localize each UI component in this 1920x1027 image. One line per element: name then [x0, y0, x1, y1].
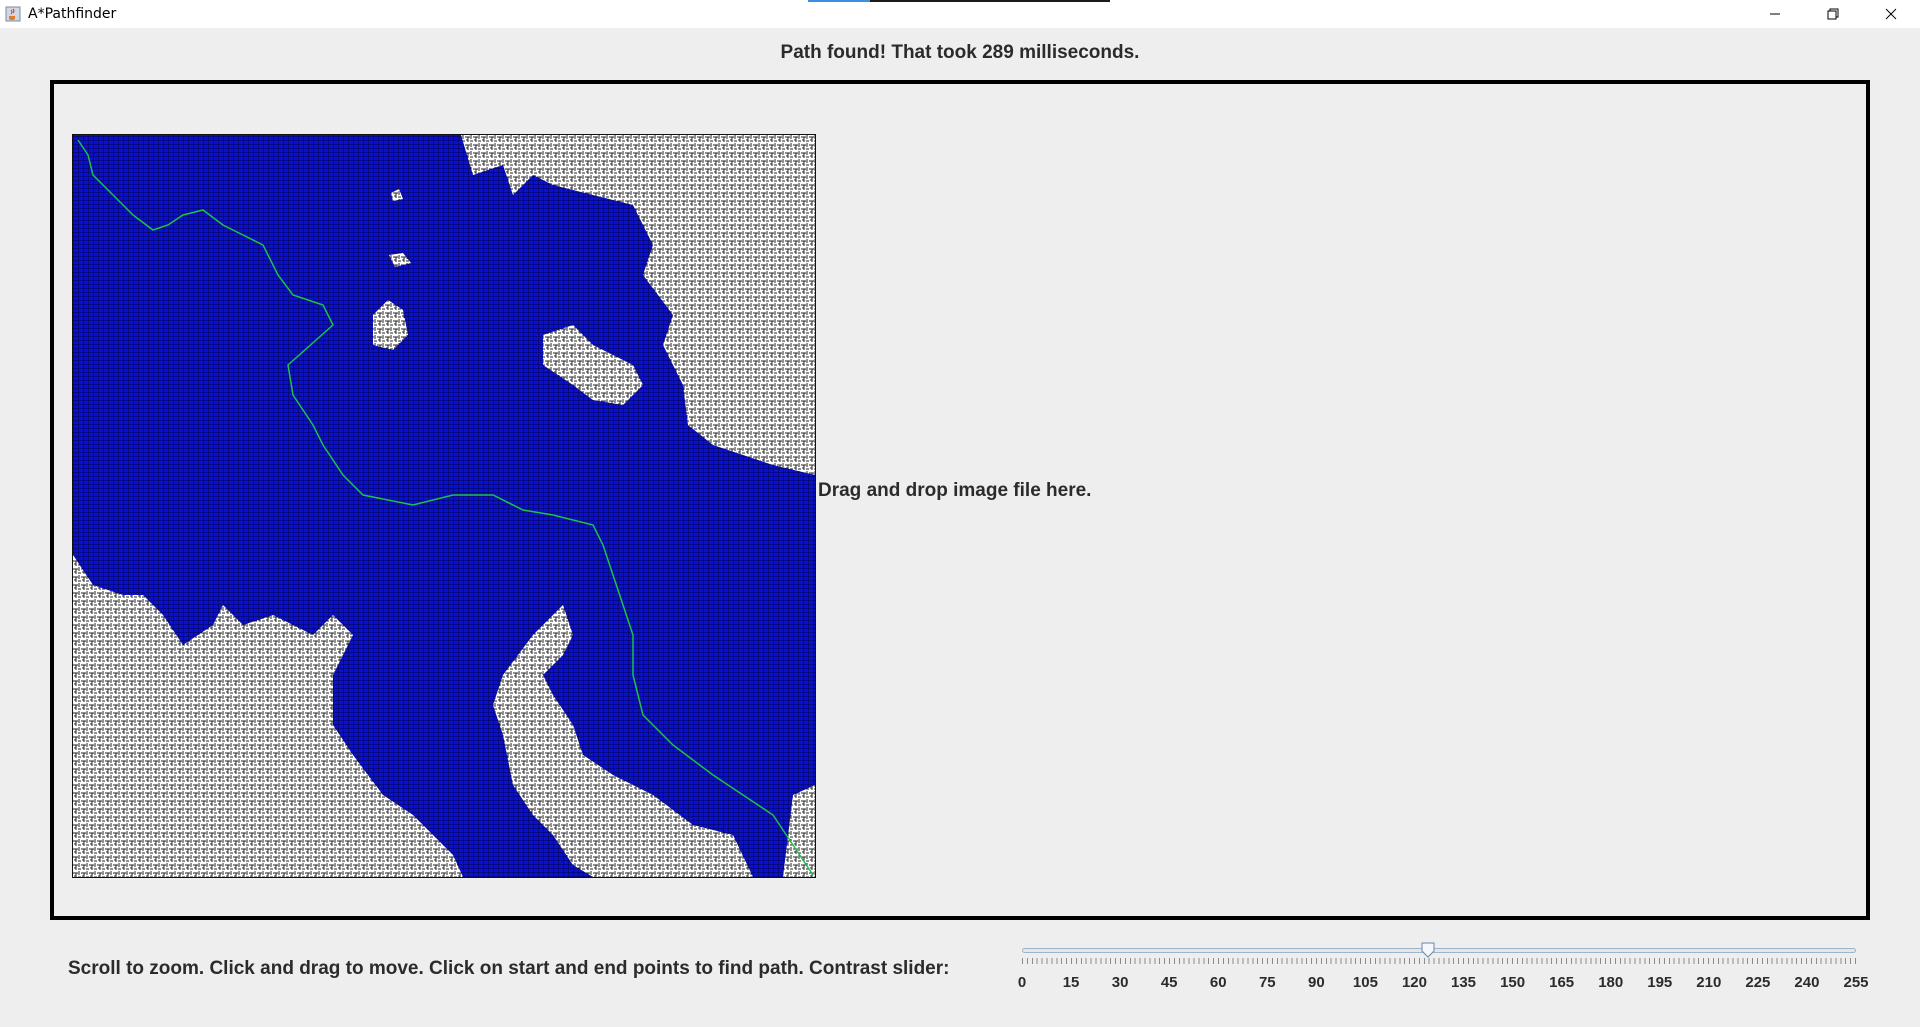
slider-tick-label: 75	[1258, 974, 1276, 991]
close-icon	[1885, 8, 1897, 20]
maze-island-4	[391, 189, 403, 201]
maze-island-1	[373, 300, 408, 350]
minimize-button[interactable]	[1746, 0, 1804, 28]
maze-region-top-right	[461, 135, 815, 475]
minimize-icon	[1770, 13, 1780, 15]
slider-tick-label: 60	[1209, 974, 1227, 991]
title-focus-indicator	[808, 0, 1110, 2]
found-path-line	[77, 139, 814, 876]
maze-region-bottom-center	[493, 605, 753, 877]
slider-tick-label: 240	[1794, 974, 1820, 991]
java-cup-icon	[4, 5, 22, 23]
slider-thumb[interactable]	[1421, 942, 1435, 958]
maze-island-2	[543, 325, 643, 405]
drop-hint-label: Drag and drop image file here.	[818, 480, 1092, 501]
slider-tick-label: 150	[1500, 974, 1526, 991]
maze-overlay	[73, 135, 815, 877]
slider-tick-labels: 0 15 30 45 60 75 90 105 120 135 150 165 180 195 210 225…	[1018, 974, 1869, 994]
maze-region-bottom-left	[73, 555, 463, 877]
contrast-slider[interactable]	[1022, 940, 1856, 980]
instructions-label: Scroll to zoom. Click and drag to move. …	[68, 958, 950, 979]
title-bar: A*Pathfinder	[0, 0, 1920, 28]
status-message: Path found! That took 289 milliseconds.	[780, 42, 1140, 63]
slider-tick-label: 45	[1160, 974, 1178, 991]
maze-map-canvas[interactable]	[72, 134, 816, 878]
restore-button[interactable]	[1804, 0, 1862, 28]
slider-tick-label: 165	[1549, 974, 1575, 991]
close-button[interactable]	[1862, 0, 1920, 28]
maze-island-3	[389, 253, 411, 267]
slider-tick-label: 210	[1696, 974, 1722, 991]
slider-tick-label: 30	[1111, 974, 1129, 991]
slider-tick-label: 120	[1401, 974, 1427, 991]
image-drop-area[interactable]: Drag and drop image file here.	[50, 80, 1870, 920]
maze-island-5	[783, 785, 815, 877]
slider-tick-label: 195	[1647, 974, 1673, 991]
slider-tick-label: 135	[1451, 974, 1477, 991]
slider-tick-label: 225	[1745, 974, 1771, 991]
slider-tick-label: 180	[1598, 974, 1624, 991]
slider-tick-label: 255	[1843, 974, 1869, 991]
slider-tick-label: 105	[1352, 974, 1378, 991]
window-title: A*Pathfinder	[28, 6, 117, 22]
slider-ticks	[1022, 958, 1856, 964]
slider-track[interactable]	[1022, 948, 1856, 953]
slider-tick-label: 0	[1017, 974, 1027, 991]
slider-tick-label: 15	[1062, 974, 1080, 991]
slider-tick-label: 90	[1308, 974, 1325, 991]
restore-icon	[1827, 8, 1839, 20]
